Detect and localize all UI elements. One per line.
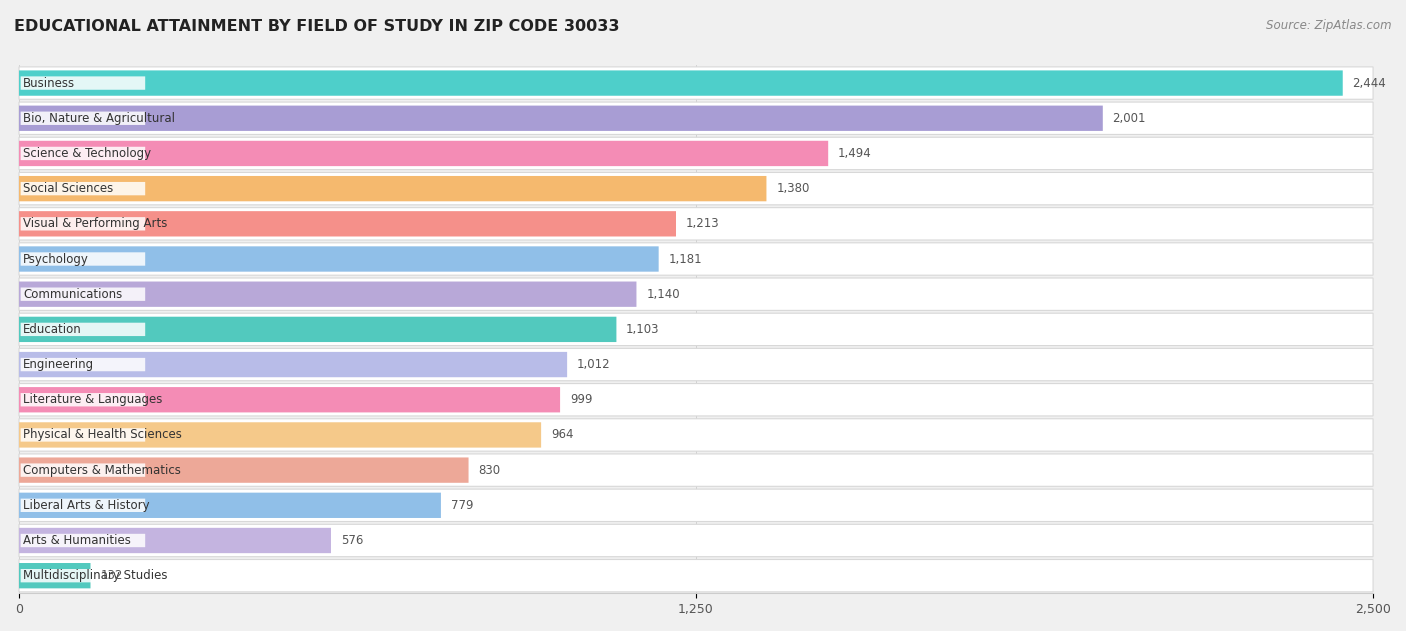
Text: 1,380: 1,380 <box>776 182 810 195</box>
Text: 132: 132 <box>100 569 122 582</box>
Text: Engineering: Engineering <box>24 358 94 371</box>
FancyBboxPatch shape <box>20 246 658 272</box>
Text: Psychology: Psychology <box>24 252 89 266</box>
FancyBboxPatch shape <box>20 387 560 413</box>
FancyBboxPatch shape <box>20 102 1374 134</box>
FancyBboxPatch shape <box>20 281 637 307</box>
Text: Education: Education <box>24 323 82 336</box>
FancyBboxPatch shape <box>21 358 145 371</box>
FancyBboxPatch shape <box>21 147 145 160</box>
FancyBboxPatch shape <box>20 278 1374 310</box>
Text: Source: ZipAtlas.com: Source: ZipAtlas.com <box>1267 19 1392 32</box>
Text: 1,494: 1,494 <box>838 147 872 160</box>
FancyBboxPatch shape <box>20 105 1102 131</box>
Text: 964: 964 <box>551 428 574 442</box>
FancyBboxPatch shape <box>20 422 541 447</box>
Text: 1,012: 1,012 <box>576 358 610 371</box>
Text: 1,103: 1,103 <box>626 323 659 336</box>
FancyBboxPatch shape <box>20 172 1374 205</box>
Text: 1,213: 1,213 <box>686 217 720 230</box>
Text: Liberal Arts & History: Liberal Arts & History <box>24 499 150 512</box>
FancyBboxPatch shape <box>20 211 676 237</box>
Text: Business: Business <box>24 76 76 90</box>
FancyBboxPatch shape <box>20 176 766 201</box>
Text: 1,140: 1,140 <box>647 288 681 301</box>
FancyBboxPatch shape <box>20 208 1374 240</box>
FancyBboxPatch shape <box>21 569 145 582</box>
FancyBboxPatch shape <box>21 288 145 301</box>
Text: Social Sciences: Social Sciences <box>24 182 114 195</box>
FancyBboxPatch shape <box>20 352 567 377</box>
FancyBboxPatch shape <box>20 524 1374 557</box>
FancyBboxPatch shape <box>20 71 1343 96</box>
FancyBboxPatch shape <box>20 138 1374 170</box>
FancyBboxPatch shape <box>21 112 145 125</box>
FancyBboxPatch shape <box>20 317 616 342</box>
FancyBboxPatch shape <box>21 534 145 547</box>
FancyBboxPatch shape <box>21 463 145 477</box>
FancyBboxPatch shape <box>20 493 441 518</box>
FancyBboxPatch shape <box>21 393 145 406</box>
FancyBboxPatch shape <box>20 563 90 588</box>
Text: EDUCATIONAL ATTAINMENT BY FIELD OF STUDY IN ZIP CODE 30033: EDUCATIONAL ATTAINMENT BY FIELD OF STUDY… <box>14 19 620 34</box>
FancyBboxPatch shape <box>20 419 1374 451</box>
Text: 830: 830 <box>478 464 501 476</box>
FancyBboxPatch shape <box>21 322 145 336</box>
Text: 999: 999 <box>569 393 592 406</box>
Text: 779: 779 <box>451 499 474 512</box>
FancyBboxPatch shape <box>21 182 145 196</box>
FancyBboxPatch shape <box>20 560 1374 592</box>
Text: 2,444: 2,444 <box>1353 76 1386 90</box>
Text: Bio, Nature & Agricultural: Bio, Nature & Agricultural <box>24 112 176 125</box>
FancyBboxPatch shape <box>21 428 145 442</box>
Text: Visual & Performing Arts: Visual & Performing Arts <box>24 217 167 230</box>
Text: 1,181: 1,181 <box>668 252 702 266</box>
FancyBboxPatch shape <box>20 489 1374 521</box>
FancyBboxPatch shape <box>21 217 145 230</box>
FancyBboxPatch shape <box>20 454 1374 487</box>
Text: Multidisciplinary Studies: Multidisciplinary Studies <box>24 569 167 582</box>
Text: 576: 576 <box>340 534 363 547</box>
FancyBboxPatch shape <box>21 252 145 266</box>
FancyBboxPatch shape <box>20 141 828 166</box>
Text: Communications: Communications <box>24 288 122 301</box>
Text: Science & Technology: Science & Technology <box>24 147 152 160</box>
FancyBboxPatch shape <box>20 384 1374 416</box>
Text: Literature & Languages: Literature & Languages <box>24 393 163 406</box>
FancyBboxPatch shape <box>21 498 145 512</box>
FancyBboxPatch shape <box>20 348 1374 380</box>
FancyBboxPatch shape <box>20 528 330 553</box>
Text: Computers & Mathematics: Computers & Mathematics <box>24 464 181 476</box>
Text: 2,001: 2,001 <box>1112 112 1146 125</box>
FancyBboxPatch shape <box>20 67 1374 99</box>
Text: Physical & Health Sciences: Physical & Health Sciences <box>24 428 183 442</box>
FancyBboxPatch shape <box>20 457 468 483</box>
FancyBboxPatch shape <box>20 313 1374 346</box>
FancyBboxPatch shape <box>20 243 1374 275</box>
Text: Arts & Humanities: Arts & Humanities <box>24 534 131 547</box>
FancyBboxPatch shape <box>21 76 145 90</box>
